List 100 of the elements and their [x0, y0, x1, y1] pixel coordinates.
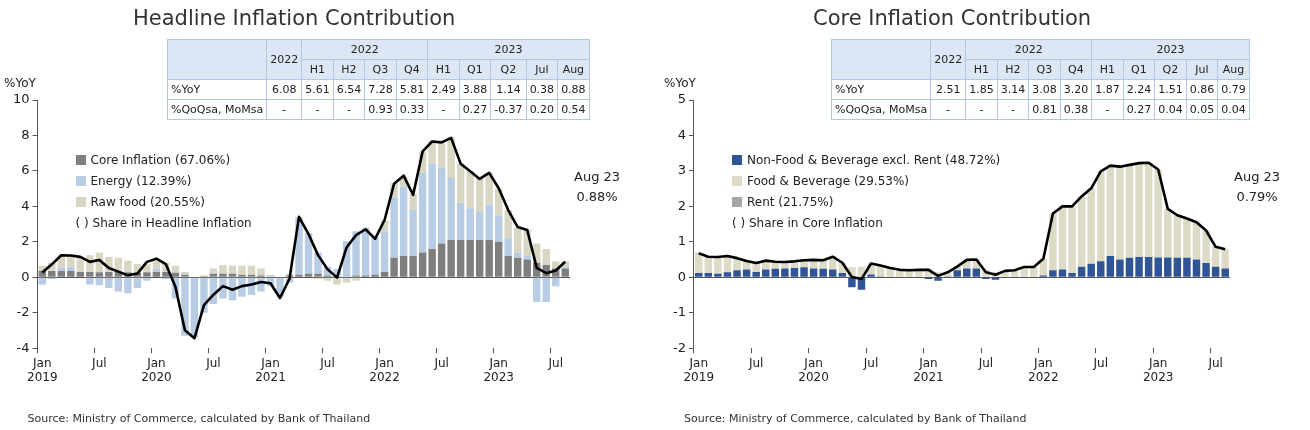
category-label: Q4: [396, 59, 428, 80]
text: 2.49: [431, 83, 456, 96]
category-label: %QoQsa, MoMsa: [835, 103, 928, 116]
text: 2022: [266, 39, 302, 80]
category-label: Q2: [490, 59, 527, 80]
text: -: [346, 103, 351, 116]
legend-label: Raw food (20.55%): [89, 194, 207, 211]
category-label: H2: [997, 59, 1029, 80]
text: 0.86: [1189, 83, 1215, 96]
category-label: %YoY: [171, 83, 201, 96]
x-tick-label: Jul: [91, 355, 107, 370]
category-label: H1: [301, 59, 334, 80]
legend-title: ( ) Share in Headline Inflation: [75, 215, 252, 232]
x-tick-label: Jul: [1207, 355, 1223, 370]
source-note: Source: Ministry of Commerce, calculated by Bank of Thailand: [27, 412, 371, 425]
text: 0.27: [462, 103, 488, 116]
category-label: H2: [333, 59, 365, 80]
legend-title: ( ) Share in Core Inflation: [731, 215, 884, 232]
x-tick-label: Jan 2021: [255, 355, 286, 384]
x-tick-label: Jul: [433, 355, 449, 370]
chart-title: Core Inflation Contribution: [813, 6, 1092, 30]
x-tick-label: Jan 2023: [1142, 355, 1174, 384]
x-tick-label: Jan 2019: [27, 355, 58, 384]
x-tick-label: Jul: [977, 355, 994, 370]
chart-title: Headline Inflation Contribution: [133, 6, 456, 30]
category-label: 2022: [301, 39, 428, 60]
text: 0.04: [1221, 103, 1246, 116]
text: 6.08: [271, 83, 297, 96]
y-tick-label: 5: [677, 91, 686, 107]
text: 3.08: [1032, 83, 1057, 96]
text: -: [315, 103, 320, 116]
text: 1.85: [969, 83, 994, 96]
text: 2023: [1091, 39, 1250, 60]
x-tick-label: Jan 2022: [369, 355, 400, 384]
text: Aug 23: [1234, 168, 1281, 186]
x-tick-label: Jul: [862, 355, 879, 370]
x-tick-label: Jul: [747, 355, 764, 370]
category-label: H1: [965, 59, 998, 80]
text: 0.38: [529, 83, 555, 96]
y-axis-title: %YoY: [664, 76, 696, 90]
text: 6.54: [336, 83, 362, 96]
y-tick-label: 10: [13, 91, 30, 107]
x-tick-label: Jul: [319, 355, 335, 370]
text: -: [282, 103, 287, 116]
y-tick-label: 4: [677, 126, 686, 142]
text: 5.81: [399, 83, 425, 96]
text: 0.79: [1221, 83, 1246, 96]
legend-label: Core Inflation (67.06%): [89, 152, 232, 169]
y-tick-label: -1: [672, 304, 686, 320]
x-tick-label: Jan 2020: [798, 355, 829, 384]
text: -0.37: [494, 103, 523, 116]
text: 3.14: [1000, 83, 1026, 96]
text: 0.81: [1032, 103, 1057, 116]
text: 0.27: [1126, 103, 1152, 116]
text: 0.88%: [575, 188, 619, 206]
text: 0.54: [561, 103, 586, 116]
x-tick-label: Jan 2023: [483, 355, 514, 384]
category-label: %QoQsa, MoMsa: [171, 103, 264, 116]
legend-label: Rent (21.75%): [745, 194, 835, 211]
y-tick-label: 0: [677, 268, 686, 284]
text: 2022: [930, 39, 966, 80]
source-note: Source: Ministry of Commerce, calculated by Bank of Thailand: [683, 412, 1027, 425]
y-tick-label: 3: [677, 162, 686, 178]
x-tick-label: Jan 2021: [913, 355, 944, 384]
category-label: H1: [1091, 59, 1124, 80]
text: Aug 23: [574, 168, 621, 186]
text: -: [1105, 103, 1110, 116]
y-tick-label: -4: [16, 339, 30, 355]
x-tick-label: Jan 2022: [1028, 355, 1059, 384]
text: 0.04: [1158, 103, 1183, 116]
category-label: Aug: [557, 59, 590, 80]
text: -: [441, 103, 446, 116]
text: -: [1010, 103, 1015, 116]
x-tick-label: Jan 2020: [141, 355, 172, 384]
y-tick-label: 1: [677, 233, 686, 249]
text: 0.05: [1189, 103, 1215, 116]
y-tick-label: 8: [21, 126, 30, 142]
category-label: Aug: [1217, 59, 1250, 80]
category-label: Q3: [1028, 59, 1061, 80]
text: 5.61: [305, 83, 330, 96]
x-tick-label: Jul: [205, 355, 221, 370]
text: 0.20: [529, 103, 555, 116]
legend-label: Non-Food & Beverage excl. Rent (48.72%): [745, 152, 1001, 169]
text: 0.38: [1063, 103, 1089, 116]
text: -: [979, 103, 984, 116]
category-label: Q2: [1154, 59, 1187, 80]
category-label: %YoY: [835, 83, 865, 96]
text: 3.88: [462, 83, 488, 96]
y-axis-title: %YoY: [4, 76, 36, 90]
text: 1.87: [1095, 83, 1120, 96]
text: 0.79%: [1235, 188, 1279, 206]
text: 0.93: [368, 103, 393, 116]
category-label: Q3: [364, 59, 397, 80]
x-tick-label: Jul: [547, 355, 563, 370]
category-label: 2022: [965, 39, 1092, 60]
y-tick-label: 2: [21, 233, 30, 249]
legend-label: Food & Beverage (29.53%): [745, 173, 911, 190]
category-label: Q4: [1060, 59, 1092, 80]
text: 2.51: [935, 83, 961, 96]
category-label: Jul: [526, 59, 558, 80]
